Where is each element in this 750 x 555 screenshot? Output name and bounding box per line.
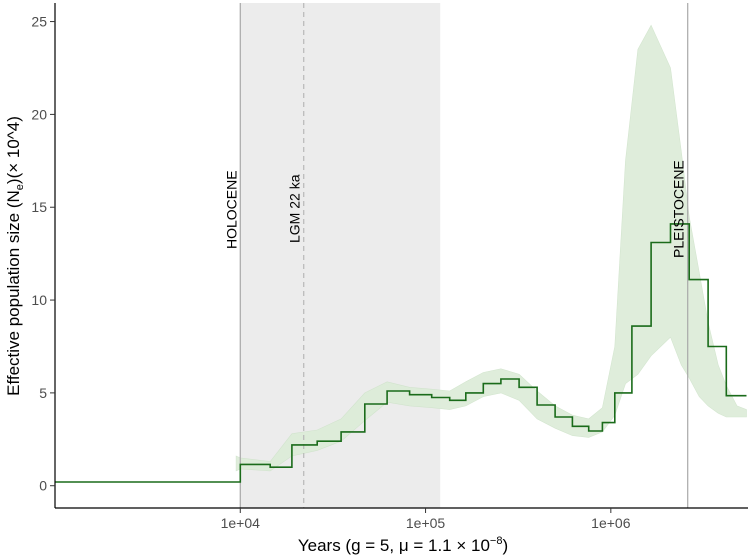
plot-area: HOLOCENE LGM 22 ka PLEISTOCENE [55, 3, 747, 508]
x-tick-label-0: 1e+04 [221, 515, 261, 531]
bootstrap-band [235, 24, 747, 472]
x-axis-title-exponent: −8 [490, 535, 503, 547]
x-axis-title-text: Years (g = 5, μ = 1.1 × 10 [298, 536, 490, 555]
x-tick-label-2: 1e+06 [591, 515, 631, 531]
y-axis-title-text: Effective population size (N [4, 190, 23, 396]
y-axis-title-subscript: e [14, 184, 26, 190]
y-axis-title-suffix: )(× 10^4) [4, 116, 23, 184]
annotation-label-2: PLEISTOCENE [671, 160, 687, 258]
y-tick-label-3: 15 [31, 199, 47, 215]
annotation-label-0: HOLOCENE [223, 170, 239, 249]
y-axis-title: Effective population size (Ne)(× 10^4) [4, 116, 26, 396]
y-tick-label-2: 10 [31, 292, 47, 308]
x-axis-title: Years (g = 5, μ = 1.1 × 10−8) [298, 535, 508, 555]
y-tick-label-0: 0 [39, 478, 47, 494]
y-tick-label-5: 25 [31, 14, 47, 30]
series-line-0 [55, 223, 747, 483]
y-axis: 0 5 10 15 20 25 [31, 3, 56, 508]
annotation-label-1: LGM 22 ka [287, 174, 303, 243]
x-axis-title-close: ) [502, 536, 508, 555]
y-tick-label-4: 20 [31, 106, 47, 122]
y-tick-label-1: 5 [39, 385, 47, 401]
x-axis: 1e+04 1e+05 1e+06 [55, 507, 748, 531]
x-tick-label-1: 1e+05 [406, 515, 446, 531]
